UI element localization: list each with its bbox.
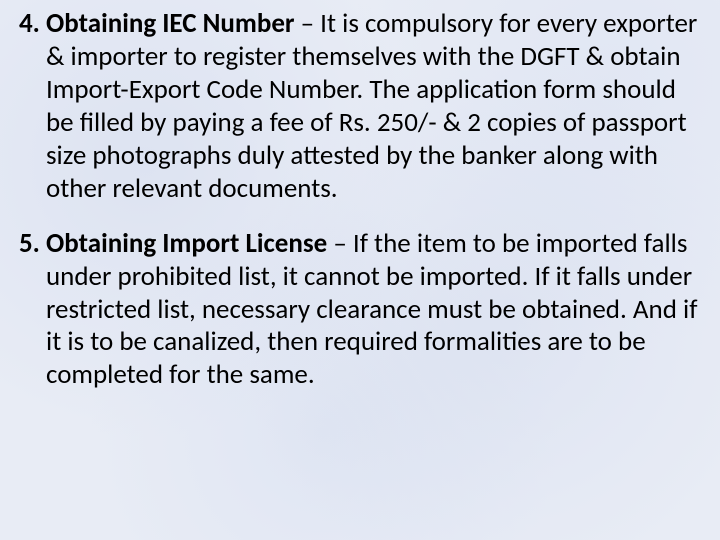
paragraph: 5. Obtaining Import License – If the ite… [10,228,702,393]
item-number: 4. [19,7,40,40]
item-separator: – [295,7,321,40]
item-separator: – [327,227,353,260]
paragraph: 4. Obtaining IEC Number – It is compulso… [10,8,702,206]
slide-body: 4. Obtaining IEC Number – It is compulso… [0,0,720,540]
list-item: 4. Obtaining IEC Number – It is compulso… [10,8,702,206]
item-heading: Obtaining IEC Number [46,7,295,40]
list-item: 5. Obtaining Import License – If the ite… [10,228,702,393]
item-heading: Obtaining Import License [46,227,327,260]
item-number: 5. [19,227,40,260]
